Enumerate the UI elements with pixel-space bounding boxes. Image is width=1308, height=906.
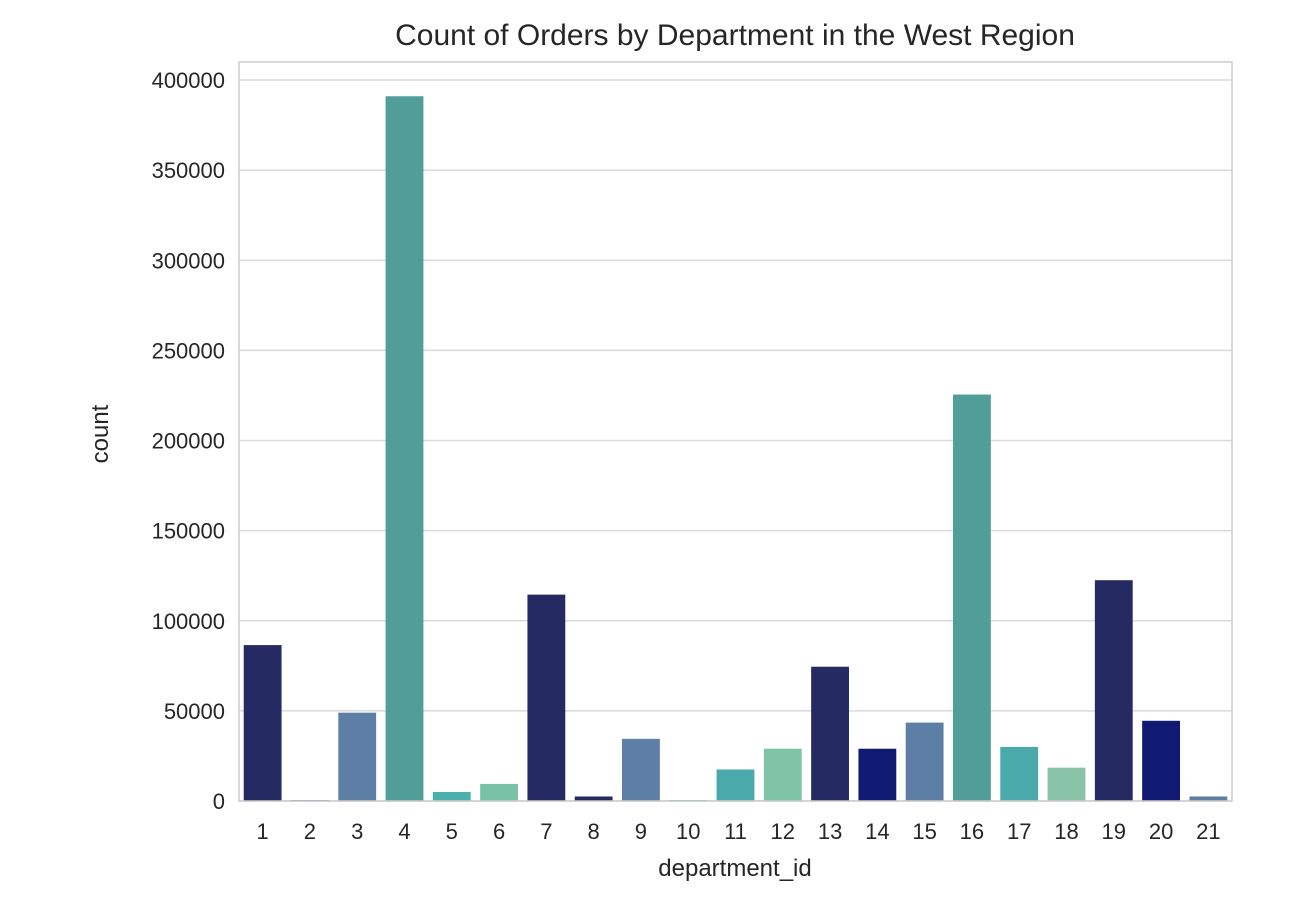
x-tick-label: 6 [493, 819, 505, 844]
bar-department-13 [811, 666, 849, 801]
x-tick-label: 10 [676, 819, 700, 844]
bar-department-18 [1047, 767, 1086, 801]
x-tick-label: 1 [257, 819, 269, 844]
y-tick-label: 300000 [152, 248, 225, 273]
bar-department-15 [905, 722, 944, 801]
bar-department-16 [953, 394, 991, 801]
bar-department-1 [243, 645, 282, 801]
y-tick-label: 250000 [152, 338, 225, 363]
y-tick-label: 50000 [164, 699, 225, 724]
bar-department-20 [1142, 720, 1180, 801]
bar-department-8 [574, 796, 613, 801]
y-tick-labels: 0 50000 100000 150000 200000 250000 300000 3500… [152, 68, 225, 814]
x-tick-label: 18 [1054, 819, 1078, 844]
x-axis-label: department_id [658, 855, 811, 882]
x-tick-label: 4 [398, 819, 410, 844]
y-tick-label: 200000 [152, 429, 225, 454]
x-tick-label: 8 [588, 819, 600, 844]
x-tick-label: 19 [1102, 819, 1126, 844]
bars [243, 96, 1228, 801]
bar-department-19 [1094, 580, 1133, 801]
bar-department-11 [716, 769, 755, 801]
bar-department-6 [480, 783, 518, 801]
y-tick-label: 350000 [152, 158, 225, 183]
bar-department-17 [1000, 746, 1039, 801]
bar-department-4 [385, 96, 424, 801]
bar-department-12 [763, 748, 802, 801]
x-tick-label: 11 [724, 819, 747, 844]
y-tick-label: 0 [213, 789, 225, 814]
chart-title: Count of Orders by Department in the Wes… [395, 19, 1075, 52]
x-tick-label: 20 [1149, 819, 1173, 844]
x-tick-label: 12 [771, 819, 795, 844]
bar-department-7 [527, 594, 566, 801]
x-tick-label: 13 [818, 819, 842, 844]
x-tick-label: 16 [960, 819, 984, 844]
bar-department-9 [622, 738, 660, 801]
y-axis-label: count [87, 404, 114, 463]
y-tick-label: 100000 [152, 609, 225, 634]
x-tick-labels: 1 2 3 4 5 6 7 8 9 10 11 12 13 14 15 16 17 18 19 20 21 [257, 819, 1221, 844]
y-tick-label: 400000 [152, 68, 225, 93]
x-tick-label: 17 [1007, 819, 1031, 844]
plot-frame [238, 61, 1233, 802]
x-tick-label: 9 [635, 819, 647, 844]
x-tick-label: 5 [446, 819, 458, 844]
x-tick-label: 15 [912, 819, 936, 844]
x-tick-label: 2 [304, 819, 316, 844]
x-tick-label: 21 [1196, 819, 1220, 844]
bar-department-21 [1189, 796, 1228, 801]
y-tick-label: 150000 [152, 519, 225, 544]
bar-department-14 [858, 748, 897, 801]
x-tick-label: 14 [865, 819, 889, 844]
bar-department-5 [432, 791, 471, 801]
x-tick-label: 3 [351, 819, 363, 844]
x-tick-label: 7 [540, 819, 552, 844]
bar-department-3 [338, 712, 377, 801]
